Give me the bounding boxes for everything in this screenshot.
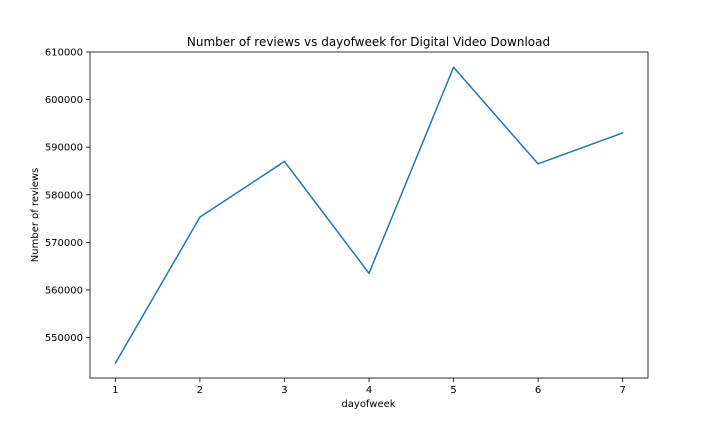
data-point-0-1 <box>199 216 201 218</box>
x-tick-label: 5 <box>450 385 456 396</box>
y-tick-label: 600000 <box>45 95 83 106</box>
y-axis-label: Number of reviews <box>30 168 41 262</box>
x-tick-label: 1 <box>112 385 118 396</box>
x-tick-label: 6 <box>535 385 541 396</box>
x-axis-label: dayofweek <box>341 399 395 410</box>
x-tick-label: 7 <box>619 385 625 396</box>
x-tick-label: 2 <box>197 385 203 396</box>
data-point-0-0 <box>114 362 117 364</box>
data-point-0-2 <box>283 160 286 163</box>
y-tick-label: 570000 <box>45 238 83 249</box>
y-tick-label: 580000 <box>45 190 83 201</box>
y-tick-label: 550000 <box>45 333 83 344</box>
data-point-0-3 <box>368 272 370 275</box>
axes-frame <box>89 51 649 379</box>
y-tick-label: 560000 <box>45 285 83 296</box>
data-point-0-6 <box>621 132 624 134</box>
plot-area: 1 2 3 4 5 6 7 550000 560000 570000 580000 590000 600… <box>45 48 649 396</box>
data-point-0-4 <box>452 66 455 68</box>
chart-title: Number of reviews vs dayofweek for Digit… <box>187 35 550 49</box>
y-tick-label: 590000 <box>45 143 83 154</box>
series-line-0 <box>114 66 623 364</box>
x-tick-label: 3 <box>281 385 287 396</box>
y-tick-label: 610000 <box>45 48 83 59</box>
x-tick-label: 4 <box>366 385 372 396</box>
data-point-0-5 <box>537 163 539 165</box>
